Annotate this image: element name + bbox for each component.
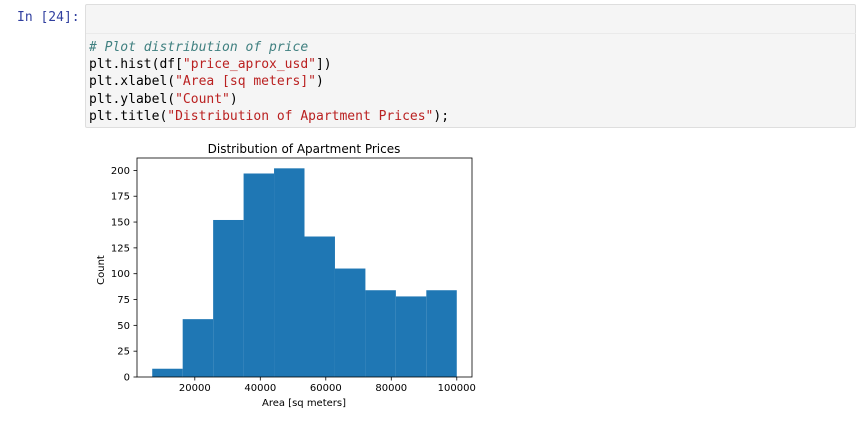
x-axis-label: Area [sq meters]	[262, 398, 346, 409]
bar-group	[152, 168, 457, 377]
y-tick-label: 75	[117, 295, 130, 306]
y-tick-label: 125	[111, 243, 130, 254]
code-line-4: plt.ylabel("Count")	[89, 92, 238, 107]
x-tick-label: 60000	[310, 383, 342, 394]
code-comment: # Plot distribution of price	[89, 40, 309, 55]
histogram-bar	[182, 319, 214, 377]
code-text: ])	[315, 57, 332, 73]
code-text: plt.title(	[89, 108, 168, 124]
code-string: "Area [sq meters]"	[175, 74, 316, 90]
y-tick-label: 50	[117, 321, 130, 332]
x-axis: 20000 40000 60000 80000 100000	[179, 377, 476, 394]
code-string: "Distribution of Apartment Prices"	[167, 108, 434, 124]
histogram-bar	[426, 290, 457, 377]
histogram-chart: Distribution of Apartment Prices 20000 40…	[96, 142, 476, 409]
y-tick-label: 100	[111, 269, 130, 280]
code-text: )	[315, 74, 324, 90]
plot-frame	[136, 157, 473, 378]
y-tick-label: 150	[111, 218, 130, 229]
y-axis-label: Count	[96, 255, 107, 285]
x-tick-label: 40000	[244, 383, 276, 394]
histogram-bar	[304, 236, 335, 377]
code-text: );	[433, 108, 450, 124]
histogram-bar	[243, 173, 275, 377]
histogram-bar	[395, 296, 427, 377]
y-tick-label: 175	[111, 192, 130, 203]
code-line-3: plt.xlabel("Area [sq meters]")	[89, 74, 324, 89]
code-text: plt.ylabel(	[89, 91, 176, 107]
y-tick-label: 0	[124, 373, 130, 384]
x-tick-label: 80000	[375, 383, 407, 394]
x-tick-label: 20000	[179, 383, 211, 394]
code-line-5: plt.title("Distribution of Apartment Pri…	[89, 109, 449, 124]
histogram-bar	[152, 368, 183, 377]
code-cell-input[interactable]	[85, 4, 856, 128]
code-string: "Count"	[175, 91, 230, 107]
y-axis: 0 25 50 75 100 125 150 175 200	[111, 166, 137, 384]
code-text: plt.hist(df[	[89, 57, 183, 73]
y-tick-label: 25	[117, 347, 130, 358]
cell-prompt: In [24]:	[17, 10, 80, 25]
histogram-bar	[213, 219, 244, 377]
x-tick-label: 100000	[438, 383, 476, 394]
histogram-bar	[334, 268, 366, 377]
code-text: )	[229, 91, 238, 107]
cell-divider	[86, 33, 856, 34]
chart-title: Distribution of Apartment Prices	[208, 142, 401, 156]
y-tick-label: 200	[111, 166, 130, 177]
code-line-2: plt.hist(df["price_aprox_usd"])	[89, 57, 332, 72]
code-editor[interactable]: # Plot distribution of price plt.hist(df…	[89, 39, 449, 125]
code-string: "price_aprox_usd"	[182, 57, 316, 73]
histogram-bar	[365, 290, 396, 377]
code-line-1: # Plot distribution of price	[89, 40, 308, 55]
histogram-bar	[274, 168, 305, 377]
code-text: plt.xlabel(	[89, 74, 176, 90]
cell-output: Distribution of Apartment Prices 20000 40…	[85, 130, 856, 423]
